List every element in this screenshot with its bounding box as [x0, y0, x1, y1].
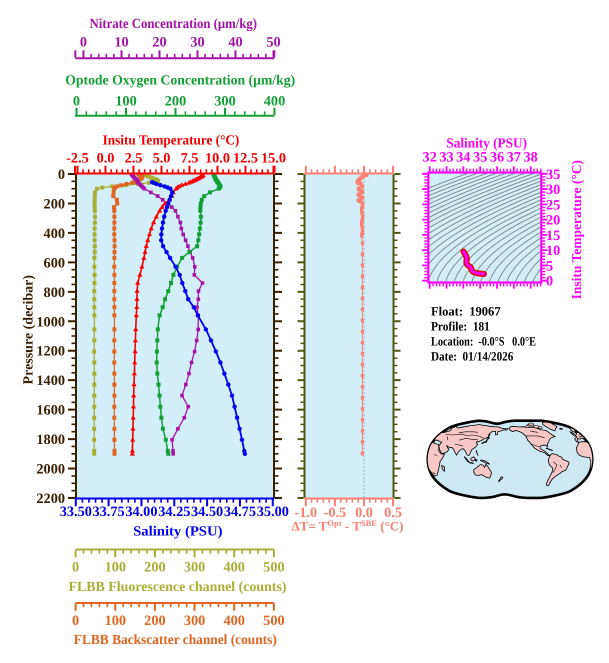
svg-text:Profile: 181: Profile: 181 [431, 320, 490, 334]
svg-text:Location: -0.0°S 0.0°E: Location: -0.0°S 0.0°E [431, 334, 536, 348]
svg-text:25: 25 [546, 197, 560, 213]
svg-text:FLBB Fluorescence channel (cou: FLBB Fluorescence channel (counts) [69, 580, 287, 595]
svg-text:10: 10 [114, 35, 128, 51]
svg-text:20: 20 [152, 35, 166, 51]
svg-text:300: 300 [184, 613, 205, 629]
svg-text:100: 100 [115, 93, 136, 109]
svg-text:-1.0: -1.0 [294, 505, 317, 521]
svg-text:15: 15 [546, 228, 560, 244]
svg-text:400: 400 [223, 613, 244, 629]
svg-text:34: 34 [456, 150, 470, 166]
svg-text:1000: 1000 [36, 314, 65, 330]
svg-text:200: 200 [165, 93, 186, 109]
svg-text:10.0: 10.0 [205, 151, 230, 167]
svg-text:30: 30 [190, 35, 204, 51]
svg-text:ΔT= TOpt - TSBE (°C): ΔT= TOpt - TSBE (°C) [292, 518, 404, 534]
svg-text:38: 38 [523, 150, 537, 166]
svg-text:600: 600 [44, 255, 65, 271]
svg-text:-2.5: -2.5 [66, 151, 89, 167]
svg-text:FLBB Backscatter channel (coun: FLBB Backscatter channel (counts) [74, 633, 277, 648]
svg-text:0.0: 0.0 [355, 505, 373, 521]
svg-text:Date: 01/14/2026: Date: 01/14/2026 [431, 349, 514, 363]
svg-text:Insitu Temperature (°C): Insitu Temperature (°C) [569, 160, 584, 299]
svg-text:34.50: 34.50 [191, 504, 223, 520]
svg-text:20: 20 [546, 213, 560, 229]
svg-text:5.0: 5.0 [153, 151, 171, 167]
svg-text:34.25: 34.25 [158, 504, 190, 520]
svg-text:0: 0 [80, 35, 87, 51]
svg-text:34.75: 34.75 [224, 504, 256, 520]
svg-text:35: 35 [546, 167, 560, 183]
svg-text:32: 32 [423, 150, 437, 166]
svg-text:33: 33 [439, 150, 453, 166]
svg-text:0.5: 0.5 [384, 505, 402, 521]
svg-text:Optode Oxygen Concentration (μ: Optode Oxygen Concentration (μm/kg) [65, 73, 295, 88]
svg-text:Salinity (PSU): Salinity (PSU) [133, 525, 223, 540]
svg-text:1200: 1200 [36, 344, 65, 360]
svg-text:200: 200 [144, 560, 165, 576]
svg-text:0: 0 [546, 274, 553, 290]
svg-text:35.00: 35.00 [257, 504, 289, 520]
svg-text:34.00: 34.00 [125, 504, 157, 520]
svg-text:300: 300 [214, 93, 235, 109]
svg-text:0: 0 [73, 93, 80, 109]
svg-text:0.0: 0.0 [97, 151, 115, 167]
svg-text:40: 40 [228, 35, 242, 51]
svg-text:400: 400 [44, 226, 65, 242]
svg-text:Salinity (PSU): Salinity (PSU) [446, 137, 527, 152]
svg-text:500: 500 [263, 560, 284, 576]
svg-text:200: 200 [144, 613, 165, 629]
svg-text:0: 0 [58, 167, 65, 183]
svg-text:37: 37 [507, 150, 521, 166]
svg-text:5: 5 [546, 258, 553, 274]
svg-text:2.5: 2.5 [125, 151, 143, 167]
svg-text:300: 300 [184, 560, 205, 576]
svg-text:10: 10 [546, 243, 560, 259]
svg-text:12.5: 12.5 [233, 151, 258, 167]
svg-text:33.75: 33.75 [93, 504, 125, 520]
svg-text:Float: 19067: Float: 19067 [431, 305, 501, 319]
svg-text:400: 400 [264, 93, 285, 109]
svg-text:Pressure (decibar): Pressure (decibar) [22, 275, 37, 385]
svg-text:100: 100 [105, 560, 126, 576]
svg-text:Nitrate Concentration (μm/kg): Nitrate Concentration (μm/kg) [90, 17, 258, 32]
svg-text:400: 400 [223, 560, 244, 576]
svg-text:50: 50 [266, 35, 280, 51]
svg-text:Insitu Temperature (°C): Insitu Temperature (°C) [103, 134, 240, 149]
svg-text:33.50: 33.50 [60, 504, 92, 520]
svg-text:7.5: 7.5 [181, 151, 199, 167]
svg-text:800: 800 [44, 285, 65, 301]
svg-text:0: 0 [72, 560, 79, 576]
svg-text:0: 0 [72, 613, 79, 629]
svg-text:1800: 1800 [36, 432, 65, 448]
svg-text:2200: 2200 [36, 491, 65, 507]
svg-text:-0.5: -0.5 [324, 505, 347, 521]
svg-text:35: 35 [473, 150, 487, 166]
svg-text:1600: 1600 [36, 403, 65, 419]
svg-text:500: 500 [263, 613, 284, 629]
svg-text:36: 36 [490, 150, 504, 166]
svg-text:200: 200 [44, 197, 65, 213]
svg-text:30: 30 [546, 182, 560, 198]
svg-text:15.0: 15.0 [261, 151, 286, 167]
svg-text:2000: 2000 [36, 462, 65, 478]
svg-text:100: 100 [105, 613, 126, 629]
svg-text:1400: 1400 [36, 373, 65, 389]
